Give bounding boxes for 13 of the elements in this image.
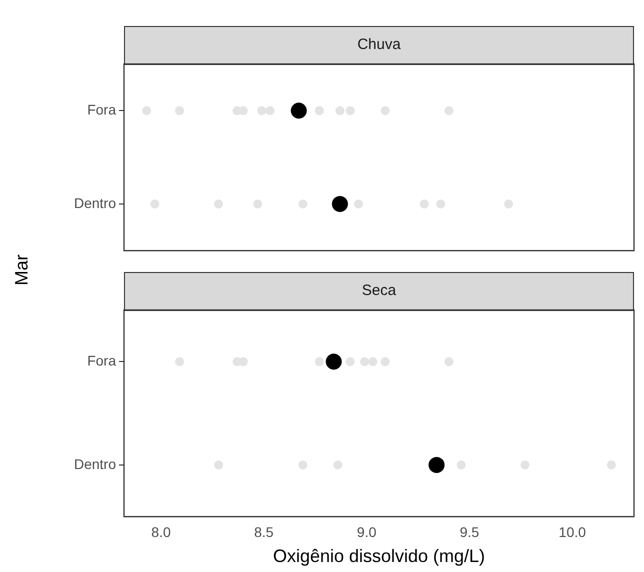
x-axis-title: Oxigênio dissolvido (mg/L) (272, 546, 486, 566)
y-tick-label: Dentro (74, 456, 116, 472)
x-tick-label: 8.5 (254, 524, 274, 540)
y-tick-label: Fora (87, 102, 116, 118)
chart-title: Chuva (357, 36, 402, 54)
x-tick-label: 9.5 (460, 524, 480, 540)
x-tick-label: 9.0 (356, 524, 377, 540)
x-tick-label: 10.0 (558, 524, 586, 540)
y-tick-label: Fora (87, 352, 116, 369)
y-axis-title: Mar (12, 254, 32, 286)
x-tick-label: 8.0 (151, 524, 171, 540)
chart-title: Seca (362, 282, 397, 300)
y-tick-label: Dentro (74, 194, 116, 211)
